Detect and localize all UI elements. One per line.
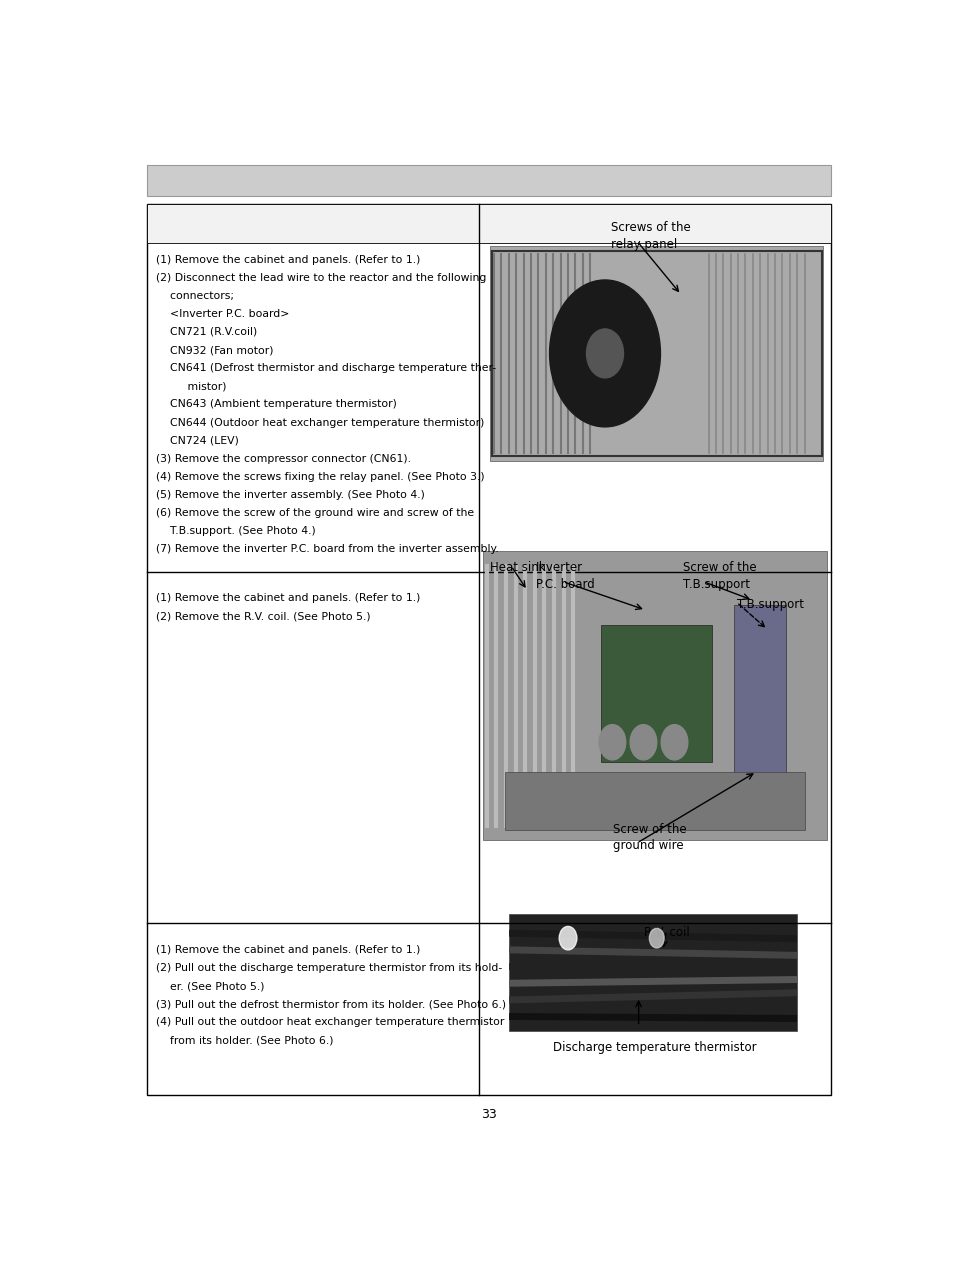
Text: Inverter: Inverter [535, 561, 582, 574]
Text: CN724 (LEV): CN724 (LEV) [156, 436, 239, 445]
Text: Discharge temperature thermistor: Discharge temperature thermistor [553, 1040, 756, 1054]
Text: CN643 (Ambient temperature thermistor): CN643 (Ambient temperature thermistor) [156, 399, 396, 410]
Bar [492, 251, 821, 457]
Text: (5) Remove the inverter assembly. (See Photo 4.): (5) Remove the inverter assembly. (See P… [156, 490, 425, 500]
Text: (1) Remove the cabinet and panels. (Refer to 1.): (1) Remove the cabinet and panels. (Refe… [156, 945, 420, 955]
Circle shape [549, 280, 659, 427]
Text: (2) Pull out the discharge temperature thermistor from its hold-: (2) Pull out the discharge temperature t… [156, 963, 502, 973]
Bar [508, 913, 797, 1032]
Text: Screw of the: Screw of the [682, 561, 756, 574]
Text: CN644 (Outdoor heat exchanger temperature thermistor): CN644 (Outdoor heat exchanger temperatur… [156, 417, 484, 427]
Text: er. (See Photo 5.): er. (See Photo 5.) [156, 981, 264, 991]
Text: Heat sink: Heat sink [490, 561, 545, 574]
Text: from its holder. (See Photo 6.): from its holder. (See Photo 6.) [156, 1035, 334, 1046]
Bar [734, 605, 785, 801]
Circle shape [598, 725, 625, 759]
Text: 33: 33 [480, 1108, 497, 1121]
Text: (3) Remove the compressor connector (CN61).: (3) Remove the compressor connector (CN6… [156, 454, 411, 464]
Circle shape [649, 929, 663, 948]
Bar [482, 551, 826, 841]
Circle shape [586, 329, 623, 378]
Bar [600, 625, 712, 762]
Text: connectors;: connectors; [156, 291, 234, 300]
Text: ground wire: ground wire [613, 840, 683, 852]
Text: (4) Remove the screws fixing the relay panel. (See Photo 3.): (4) Remove the screws fixing the relay p… [156, 472, 484, 482]
Text: (1) Remove the cabinet and panels. (Refer to 1.): (1) Remove the cabinet and panels. (Refe… [156, 594, 420, 603]
Text: relay panel: relay panel [610, 238, 677, 251]
Circle shape [558, 926, 577, 950]
Text: T.B.support. (See Photo 4.): T.B.support. (See Photo 4.) [156, 527, 315, 537]
Text: P.C. board: P.C. board [535, 577, 594, 590]
Text: (2) Remove the R.V. coil. (See Photo 5.): (2) Remove the R.V. coil. (See Photo 5.) [156, 612, 371, 622]
Bar [505, 772, 803, 831]
Text: T.B.support: T.B.support [682, 577, 749, 590]
Text: (2) Disconnect the lead wire to the reactor and the following: (2) Disconnect the lead wire to the reac… [156, 272, 486, 282]
Circle shape [660, 725, 687, 759]
Circle shape [630, 725, 656, 759]
Text: T.B.support: T.B.support [736, 598, 802, 612]
Text: (1) Remove the cabinet and panels. (Refer to 1.): (1) Remove the cabinet and panels. (Refe… [156, 254, 420, 265]
Bar [147, 165, 830, 196]
Text: Screw of the: Screw of the [613, 823, 686, 836]
Text: CN721 (R.V.coil): CN721 (R.V.coil) [156, 327, 257, 337]
Text: (4) Pull out the outdoor heat exchanger temperature thermistor: (4) Pull out the outdoor heat exchanger … [156, 1018, 504, 1028]
Text: R.V. coil: R.V. coil [643, 926, 689, 940]
Text: <Inverter P.C. board>: <Inverter P.C. board> [156, 309, 290, 319]
Text: CN641 (Defrost thermistor and discharge temperature ther-: CN641 (Defrost thermistor and discharge … [156, 364, 496, 373]
Text: CN932 (Fan motor): CN932 (Fan motor) [156, 345, 274, 355]
Text: Screws of the: Screws of the [610, 221, 690, 234]
Bar [147, 204, 830, 243]
Text: (7) Remove the inverter P.C. board from the inverter assembly.: (7) Remove the inverter P.C. board from … [156, 544, 498, 555]
Text: (6) Remove the screw of the ground wire and screw of the: (6) Remove the screw of the ground wire … [156, 509, 474, 518]
Bar [490, 245, 822, 462]
Text: mistor): mistor) [156, 382, 227, 392]
Text: (3) Pull out the defrost thermistor from its holder. (See Photo 6.): (3) Pull out the defrost thermistor from… [156, 1000, 506, 1010]
